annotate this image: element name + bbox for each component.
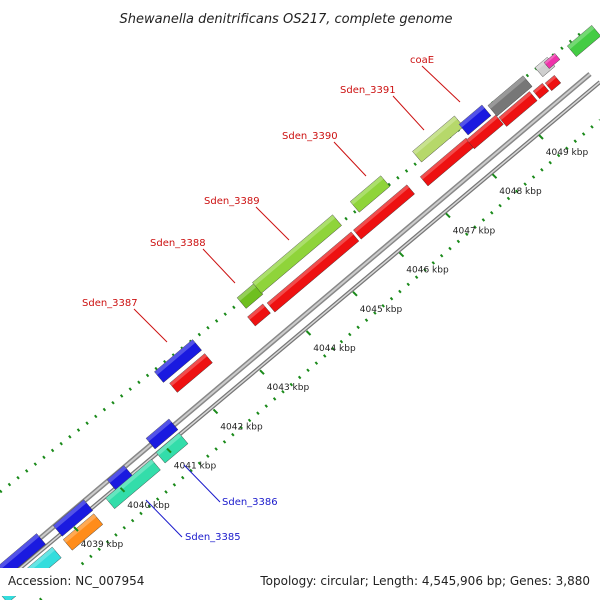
outer-dotted-ring-2 [39, 118, 600, 600]
tick-mark [119, 487, 126, 493]
gene-labels: coaE Sden_3391 Sden_3390 Sden_3389 Sden_3388… [82, 55, 461, 543]
tick-mark [538, 134, 544, 140]
gene-label-coae[interactable]: coaE [410, 55, 434, 66]
tick-label: 4047 kbp [453, 226, 496, 236]
gene-label-sden-3389[interactable]: Sden_3389 [204, 196, 260, 207]
gene-block-sden-3389[interactable] [252, 214, 342, 294]
tick-marks: 4039 kbp 4040 kbp 4041 kbp 4042 kbp 4043 kbp… [73, 134, 589, 550]
gene-block-sden-3390[interactable] [349, 175, 391, 213]
label-leader-line [145, 499, 183, 538]
tick-label: 4041 kbp [174, 462, 217, 472]
reverse-gene-block-9[interactable] [544, 75, 562, 91]
gene-block-orange[interactable] [62, 513, 104, 551]
label-leader-line [421, 65, 461, 103]
gene-block-sden-3387[interactable] [154, 339, 202, 383]
reverse-gene-block-2[interactable] [247, 303, 271, 327]
status-bar: Accession: NC_007954 Topology: circular;… [0, 568, 600, 596]
label-leader-line [333, 141, 367, 177]
label-leader-line [183, 464, 221, 503]
gene-block-coae[interactable] [458, 104, 492, 136]
gene-blocks [0, 25, 600, 600]
label-leader-line [133, 308, 168, 343]
reverse-gene-block-10[interactable] [543, 53, 561, 69]
gene-label-sden-3386[interactable]: Sden_3386 [222, 497, 278, 508]
reverse-gene-block-4[interactable] [353, 184, 415, 240]
label-leader-line [392, 95, 425, 131]
tick-mark [352, 291, 358, 297]
tick-mark [73, 526, 79, 532]
accession-text: Accession: NC_007954 [8, 574, 145, 588]
label-leader-line [202, 248, 236, 284]
tick-mark [212, 408, 219, 415]
tick-label: 4049 kbp [546, 148, 589, 158]
gene-label-sden-3388[interactable]: Sden_3388 [150, 238, 206, 249]
gene-block-grey[interactable] [487, 75, 533, 117]
gene-block-teal-b[interactable] [105, 459, 161, 509]
reverse-gene-block-7[interactable] [498, 91, 538, 127]
gene-label-sden-3387[interactable]: Sden_3387 [82, 298, 138, 309]
gene-label-sden-3390[interactable]: Sden_3390 [282, 131, 338, 142]
tick-mark [166, 447, 172, 454]
tick-label: 4043 kbp [267, 383, 310, 393]
backbone [0, 72, 600, 587]
tick-mark [491, 173, 498, 179]
tick-label: 4040 kbp [127, 501, 170, 511]
reverse-gene-block-3[interactable] [266, 231, 360, 313]
tick-label: 4042 kbp [220, 422, 263, 432]
gene-block-sden-3391[interactable] [412, 115, 464, 163]
reverse-gene-block-1[interactable] [169, 353, 213, 393]
gene-label-sden-3385[interactable]: Sden_3385 [185, 532, 241, 543]
gene-block-teal-a[interactable] [155, 432, 189, 464]
tick-mark [259, 369, 265, 375]
reverse-gene-block-8[interactable] [532, 83, 550, 99]
genome-summary: Topology: circular; Length: 4,545,906 bp… [260, 574, 590, 588]
tick-label: 4048 kbp [499, 187, 542, 197]
tick-mark [445, 212, 451, 219]
label-leader-line [255, 206, 290, 241]
tick-label: 4045 kbp [360, 305, 403, 315]
reverse-gene-block-6[interactable] [466, 114, 504, 150]
gene-label-sden-3391[interactable]: Sden_3391 [340, 85, 396, 96]
tick-label: 4046 kbp [406, 266, 449, 276]
gene-block-blue-a[interactable] [145, 418, 179, 450]
tick-label: 4044 kbp [313, 344, 356, 354]
gene-block-green-top[interactable] [566, 25, 600, 57]
gene-block-blue-c[interactable] [52, 499, 94, 537]
tick-label: 4039 kbp [81, 540, 124, 550]
tick-mark [305, 330, 312, 336]
map-title: Shewanella denitrificans OS217, complete… [120, 12, 453, 27]
tick-mark [398, 251, 405, 258]
